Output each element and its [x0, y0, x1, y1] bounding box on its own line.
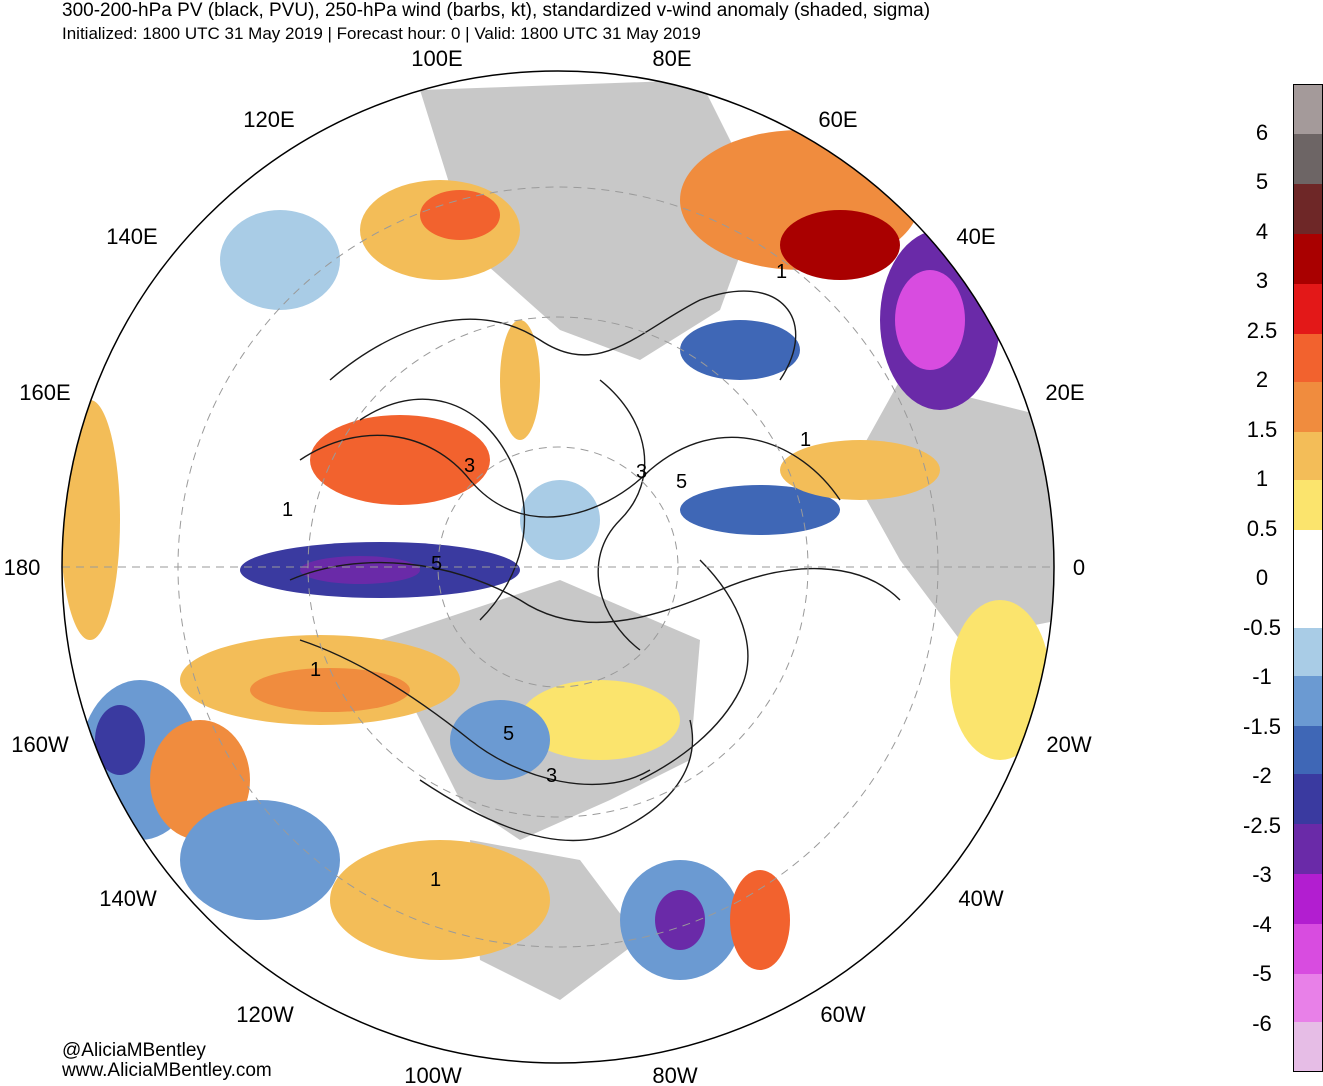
- colorbar-swatch: [1294, 184, 1323, 234]
- lon-label-160w: 160W: [11, 732, 69, 757]
- contour-label: 1: [800, 429, 811, 451]
- colorbar-swatch: [1294, 432, 1323, 480]
- colorbar-label: -1.5: [1243, 714, 1281, 739]
- colorbar-label: 3: [1255, 268, 1269, 293]
- credit-website: www.AliciaMBentley.com: [62, 1060, 272, 1081]
- colorbar-label: 6: [1255, 120, 1269, 145]
- colorbar-label: 2.5: [1246, 318, 1278, 343]
- contour-label: 5: [503, 723, 514, 745]
- colorbar-label: 2: [1255, 367, 1269, 392]
- contour-label: 5: [431, 553, 442, 575]
- colorbar-label: 5: [1255, 169, 1269, 194]
- lon-label-140w: 140W: [99, 886, 157, 911]
- contour-label: 1: [430, 869, 441, 891]
- lon-label-40e: 40E: [956, 224, 995, 249]
- lon-label-180: 180: [4, 555, 41, 580]
- lon-label-140e: 140E: [106, 224, 157, 249]
- colorbar-label: -0.5: [1243, 615, 1281, 640]
- lon-label-120e: 120E: [243, 107, 294, 132]
- lon-label-160e: 160E: [19, 380, 70, 405]
- colorbar-swatch: [1294, 84, 1323, 134]
- colorbar-label: 1: [1255, 466, 1269, 491]
- colorbar-label: -1: [1252, 664, 1272, 689]
- contour-label: 3: [546, 765, 557, 787]
- colorbar-label: 0: [1255, 565, 1269, 590]
- v-wind-anomaly-shading: [62, 130, 1050, 980]
- lon-label-40w: 40W: [958, 886, 1003, 911]
- colorbar-swatch: [1294, 974, 1323, 1022]
- colorbar-label: 4: [1255, 219, 1269, 244]
- lon-label-0: 0: [1073, 555, 1085, 580]
- contour-label: 3: [636, 461, 647, 483]
- colorbar-swatch: [1294, 284, 1323, 334]
- graticule: [62, 186, 1054, 948]
- colorbar-label: 0.5: [1246, 516, 1278, 541]
- map-title: 300-200-hPa PV (black, PVU), 250-hPa win…: [62, 0, 931, 21]
- colorbar-label: -6: [1252, 1011, 1272, 1036]
- colorbar-swatch: [1294, 480, 1323, 530]
- lon-label-20e: 20E: [1045, 380, 1084, 405]
- colorbar-swatch: [1294, 134, 1323, 184]
- lon-label-20w: 20W: [1046, 732, 1091, 757]
- colorbar-swatch: [1294, 628, 1323, 676]
- colorbar-swatch: [1294, 382, 1323, 432]
- colorbar-swatch: [1294, 676, 1323, 726]
- colorbar-swatch: [1294, 234, 1323, 284]
- longitude-labels: 100E 80E 120E 60E 140E 40E 160E 20E 180 …: [4, 46, 1092, 1086]
- contour-labels: 1 3 5 1 3 5 1 1 5 3 1: [282, 261, 811, 891]
- map-subtitle: Initialized: 1800 UTC 31 May 2019 | Fore…: [62, 24, 701, 43]
- colorbar-swatch: [1294, 1022, 1323, 1072]
- colorbar-swatch: [1294, 874, 1323, 924]
- credit-handle: @AliciaMBentley: [62, 1040, 206, 1061]
- lon-label-120w: 120W: [236, 1002, 294, 1027]
- contour-label: 3: [464, 455, 475, 477]
- lon-label-60w: 60W: [820, 1002, 865, 1027]
- colorbar-label: -4: [1252, 912, 1272, 937]
- colorbar-label: 1.5: [1246, 417, 1278, 442]
- colorbar-label: -5: [1252, 961, 1272, 986]
- contour-label: 1: [310, 659, 321, 681]
- pv-contours: [289, 290, 901, 842]
- colorbar-swatch: [1294, 824, 1323, 874]
- colorbar-label: -2.5: [1243, 813, 1281, 838]
- colorbar-label: -3: [1252, 862, 1272, 887]
- colorbar-swatch: [1294, 578, 1323, 628]
- colorbar-swatch: [1294, 726, 1323, 774]
- lon-label-80e: 80E: [652, 46, 691, 71]
- colorbar-swatch: [1294, 530, 1323, 578]
- colorbar-swatch: [1294, 774, 1323, 824]
- colorbar-label: -2: [1252, 763, 1272, 788]
- colorbar-swatch: [1294, 334, 1323, 382]
- contour-label: 1: [282, 499, 293, 521]
- map-boundary: [61, 70, 1055, 1064]
- lon-label-100w: 100W: [404, 1063, 462, 1086]
- lon-label-80w: 80W: [652, 1063, 697, 1086]
- lon-label-100e: 100E: [411, 46, 462, 71]
- lon-label-60e: 60E: [818, 107, 857, 132]
- colorbar-swatch: [1294, 924, 1323, 974]
- contour-label: 1: [776, 261, 787, 283]
- contour-label: 5: [676, 471, 687, 493]
- map-disk: [62, 71, 1054, 1063]
- colorbar-frame: [1293, 84, 1323, 1072]
